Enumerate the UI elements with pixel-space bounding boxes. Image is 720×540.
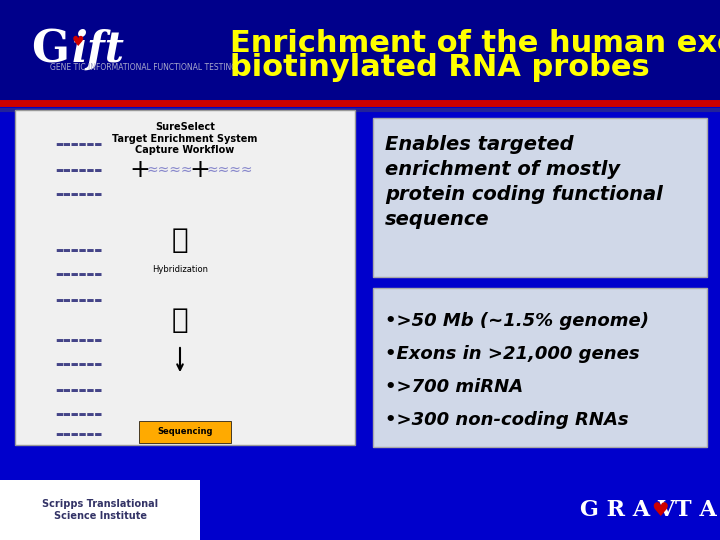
Text: +: + xyxy=(189,158,210,182)
Text: ≈≈≈≈: ≈≈≈≈ xyxy=(207,163,253,177)
Text: •>700 miRNA: •>700 miRNA xyxy=(385,378,523,396)
Text: G: G xyxy=(31,29,69,71)
Text: SureSelect
Target Enrichment System
Capture Workflow: SureSelect Target Enrichment System Capt… xyxy=(112,122,258,155)
Bar xyxy=(0,0,720,100)
Text: •>300 non-coding RNAs: •>300 non-coding RNAs xyxy=(385,411,629,429)
Text: GENE TIC INFORMATIONAL FUNCTIONAL TESTING: GENE TIC INFORMATIONAL FUNCTIONAL TESTIN… xyxy=(50,64,237,72)
Bar xyxy=(0,480,200,540)
FancyBboxPatch shape xyxy=(373,288,707,447)
FancyBboxPatch shape xyxy=(139,421,231,443)
Text: Enables targeted
enrichment of mostly
protein coding functional
sequence: Enables targeted enrichment of mostly pr… xyxy=(385,135,662,229)
Text: 🧲: 🧲 xyxy=(171,306,189,334)
Text: ▬▬▬▬▬▬: ▬▬▬▬▬▬ xyxy=(55,386,102,395)
Text: G R A V: G R A V xyxy=(580,499,675,521)
Text: ▬▬▬▬▬▬: ▬▬▬▬▬▬ xyxy=(55,295,102,305)
Text: Enrichment of the human exome using: Enrichment of the human exome using xyxy=(230,29,720,57)
Text: •>50 Mb (~1.5% genome): •>50 Mb (~1.5% genome) xyxy=(385,312,649,330)
Text: ▬▬▬▬▬▬: ▬▬▬▬▬▬ xyxy=(55,410,102,420)
Text: Sequencing: Sequencing xyxy=(157,428,212,436)
Text: ♥: ♥ xyxy=(72,35,84,49)
Text: ▬▬▬▬▬▬: ▬▬▬▬▬▬ xyxy=(55,361,102,369)
Text: ift: ift xyxy=(72,29,125,71)
Text: ♥: ♥ xyxy=(652,501,669,519)
Text: •Exons in >21,000 genes: •Exons in >21,000 genes xyxy=(385,345,639,363)
Text: Scripps Translational
Science Institute: Scripps Translational Science Institute xyxy=(42,499,158,521)
Text: ▬▬▬▬▬▬: ▬▬▬▬▬▬ xyxy=(55,165,102,174)
Text: ▬▬▬▬▬▬: ▬▬▬▬▬▬ xyxy=(55,246,102,254)
FancyBboxPatch shape xyxy=(373,118,707,277)
Text: ▬▬▬▬▬▬: ▬▬▬▬▬▬ xyxy=(55,140,102,150)
Text: Hybridization: Hybridization xyxy=(152,266,208,274)
Text: ▬▬▬▬▬▬: ▬▬▬▬▬▬ xyxy=(55,430,102,440)
FancyBboxPatch shape xyxy=(15,110,355,445)
Text: +: + xyxy=(130,158,150,182)
Text: ▬▬▬▬▬▬: ▬▬▬▬▬▬ xyxy=(55,335,102,345)
Text: ▬▬▬▬▬▬: ▬▬▬▬▬▬ xyxy=(55,271,102,280)
Text: ▬▬▬▬▬▬: ▬▬▬▬▬▬ xyxy=(55,191,102,199)
Text: 🧪: 🧪 xyxy=(171,226,189,254)
Text: biotinylated RNA probes: biotinylated RNA probes xyxy=(230,53,649,83)
Text: ≈≈≈≈: ≈≈≈≈ xyxy=(147,163,193,177)
Text: T A S: T A S xyxy=(675,499,720,521)
